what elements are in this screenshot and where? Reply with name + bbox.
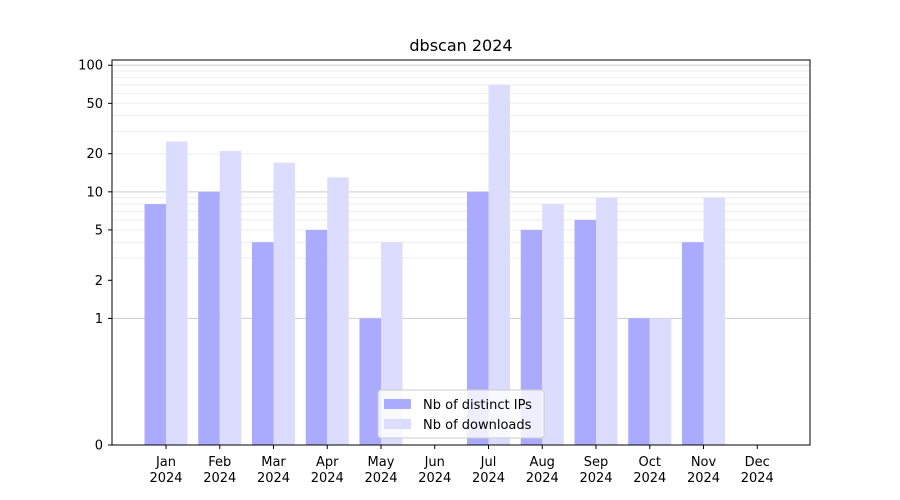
bar-nb-of-downloads-oct	[649, 318, 672, 445]
legend[interactable]: Nb of distinct IPs Nb of downloads	[377, 389, 545, 439]
bar-nb-of-downloads-apr	[327, 177, 349, 446]
chart-title: dbscan 2024	[409, 36, 512, 55]
x-tick-label-year: 2024	[311, 471, 344, 486]
y-tick-label: 50	[86, 97, 103, 112]
x-tick-label-year: 2024	[364, 471, 397, 486]
x-tick-label-year: 2024	[579, 471, 612, 486]
bar-nb-of-downloads-mar	[273, 162, 295, 445]
x-axis: Jan2024Feb2024Mar2024Apr2024May2024Jun20…	[149, 445, 774, 486]
x-tick-label-month: Aug	[530, 455, 555, 470]
bar-nb-of-distinct-ips-sep	[574, 219, 596, 445]
bar-nb-of-downloads-feb	[219, 151, 242, 445]
bar-nb-of-distinct-ips-may	[359, 318, 381, 445]
legend-label: Nb of downloads	[423, 418, 532, 433]
bar-nb-of-distinct-ips-mar	[252, 242, 274, 445]
x-tick-label-month: Sep	[584, 455, 609, 470]
x-tick-label-year: 2024	[633, 471, 666, 486]
y-tick-label: 5	[95, 223, 103, 238]
x-tick-label-month: Jul	[480, 455, 497, 470]
bar-nb-of-downloads-sep	[596, 197, 618, 445]
x-tick-label-month: Nov	[691, 455, 717, 470]
bar-nb-of-downloads-nov	[703, 197, 725, 445]
x-tick-label-month: Jan	[155, 455, 176, 470]
bar-nb-of-downloads-jul	[488, 84, 510, 445]
bar-nb-of-distinct-ips-jan	[144, 204, 166, 445]
x-tick-label-year: 2024	[472, 471, 505, 486]
y-tick-label: 20	[86, 147, 103, 162]
x-tick-label-month: Apr	[316, 455, 339, 470]
x-tick-label-month: Feb	[208, 455, 231, 470]
x-tick-label-month: Oct	[639, 455, 661, 470]
x-tick-label-year: 2024	[257, 471, 290, 486]
y-tick-label: 0	[95, 439, 103, 454]
bar-nb-of-distinct-ips-oct	[628, 318, 650, 445]
x-tick-label-year: 2024	[687, 471, 720, 486]
bar-nb-of-distinct-ips-feb	[198, 191, 220, 445]
bars	[144, 84, 725, 446]
bar-nb-of-downloads-aug	[542, 204, 564, 445]
bar-nb-of-downloads-jan	[166, 141, 188, 445]
plot-frame	[111, 59, 811, 446]
x-tick-label-year: 2024	[526, 471, 559, 486]
legend-swatch	[384, 419, 411, 429]
bar-nb-of-distinct-ips-apr	[305, 229, 328, 445]
x-tick-label-month: May	[368, 455, 395, 470]
legend-swatch	[384, 399, 411, 409]
y-tick-label: 10	[86, 185, 103, 200]
x-tick-label-year: 2024	[418, 471, 451, 486]
x-tick-label-month: Mar	[261, 455, 286, 470]
x-tick-label-year: 2024	[203, 471, 236, 486]
x-tick-label-year: 2024	[149, 471, 182, 486]
y-axis: 0 1 2 5 10 20 50 100	[78, 59, 112, 454]
y-tick-label: 1	[95, 312, 103, 327]
x-tick-label-month: Dec	[745, 455, 770, 470]
x-tick-label-year: 2024	[741, 471, 774, 486]
legend-label: Nb of distinct IPs	[423, 398, 532, 413]
y-tick-label: 2	[95, 274, 103, 289]
legend-box	[377, 389, 545, 439]
bar-nb-of-distinct-ips-jul	[467, 191, 489, 445]
bar-nb-of-distinct-ips-nov	[682, 242, 704, 445]
x-tick-label-month: Jun	[424, 455, 445, 470]
y-tick-label: 100	[78, 59, 103, 74]
